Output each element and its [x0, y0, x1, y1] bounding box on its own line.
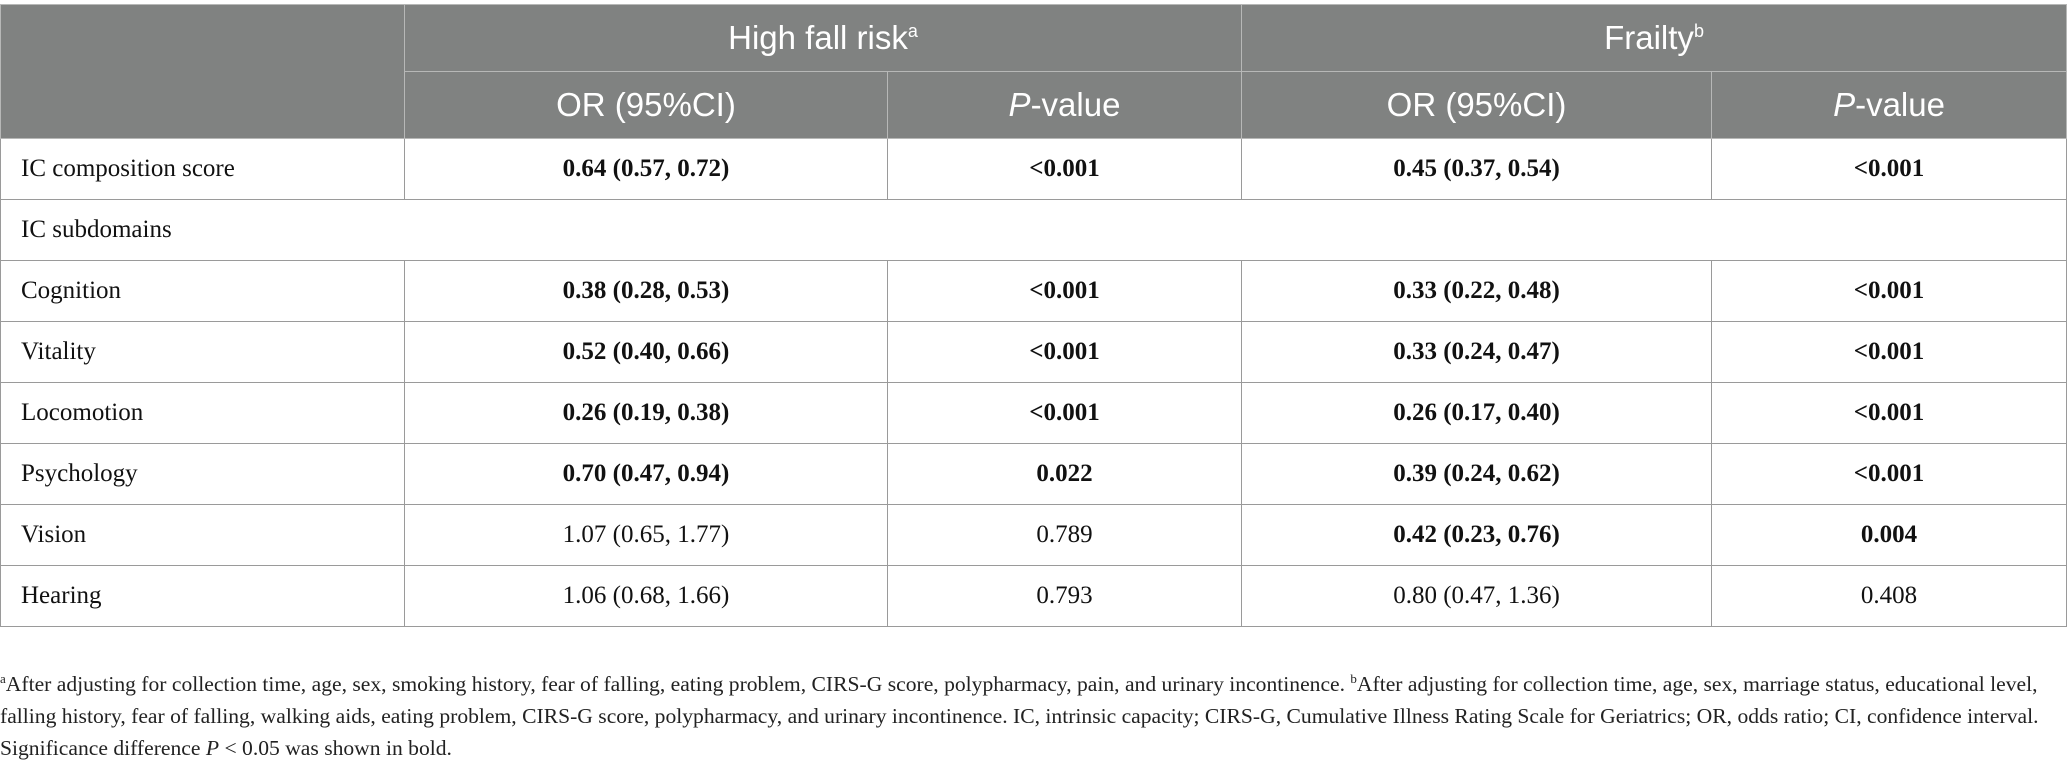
or-frailty-cell: 0.42 (0.23, 0.76) — [1241, 504, 1713, 566]
or-fall-cell: 0.52 (0.40, 0.66) — [404, 321, 888, 383]
footnote-marker-b: b — [1693, 21, 1704, 41]
row-label: Cognition — [0, 260, 405, 322]
p-frailty-cell: <0.001 — [1711, 138, 2067, 200]
or-fall-cell: 0.64 (0.57, 0.72) — [404, 138, 888, 200]
or-frailty-cell: 0.33 (0.22, 0.48) — [1241, 260, 1713, 322]
table-row: IC composition score 0.64 (0.57, 0.72) <… — [0, 138, 2067, 200]
p-frailty-cell: 0.408 — [1711, 565, 2067, 627]
header-or-fall: OR (95%CI) — [404, 71, 888, 139]
p-frailty-cell: <0.001 — [1711, 321, 2067, 383]
row-label: Vitality — [0, 321, 405, 383]
header-row-groups: High fall riska Frailtyb — [0, 4, 2067, 139]
p-frailty-cell: <0.001 — [1711, 443, 2067, 505]
table-row: Vision 1.07 (0.65, 1.77) 0.789 0.42 (0.2… — [0, 504, 2067, 566]
p-rest: -value — [1030, 86, 1121, 123]
header-row-columns: OR (95%CI) P-value OR (95%CI) P-value — [1, 71, 2067, 139]
p-rest: -value — [1855, 86, 1945, 123]
row-label: Locomotion — [0, 382, 405, 444]
footnote-end-text: < 0.05 was shown in bold. — [219, 736, 452, 760]
footnote-marker-a: a — [907, 21, 918, 41]
section-row: IC subdomains — [0, 199, 2067, 261]
results-table: High fall riska Frailtyb OR (95%CI) P-va… — [0, 4, 2067, 627]
p-italic: P — [1008, 86, 1031, 123]
header-high-fall-risk: High fall riska — [403, 4, 1243, 72]
p-fall-cell: 0.789 — [886, 504, 1243, 566]
frailty-title: Frailty — [1604, 19, 1694, 56]
table-row: Locomotion 0.26 (0.19, 0.38) <0.001 0.26… — [0, 382, 2067, 444]
results-table-container: High fall riska Frailtyb OR (95%CI) P-va… — [0, 4, 2067, 627]
footnote-marker-a: a — [0, 671, 6, 686]
or-frailty-cell: 0.39 (0.24, 0.62) — [1241, 443, 1713, 505]
table-row: Cognition 0.38 (0.28, 0.53) <0.001 0.33 … — [0, 260, 2067, 322]
footnote-a-text: After adjusting for collection time, age… — [5, 672, 1351, 696]
p-frailty-cell: 0.004 — [1711, 504, 2067, 566]
or-fall-cell: 0.70 (0.47, 0.94) — [404, 443, 888, 505]
header-p-fall: P-value — [886, 71, 1243, 139]
p-italic: P — [1833, 86, 1856, 123]
table-row: Psychology 0.70 (0.47, 0.94) 0.022 0.39 … — [0, 443, 2067, 505]
p-fall-cell: <0.001 — [886, 260, 1243, 322]
table-row: Hearing 1.06 (0.68, 1.66) 0.793 0.80 (0.… — [0, 565, 2067, 627]
p-fall-cell: <0.001 — [886, 382, 1243, 444]
row-label: Hearing — [0, 565, 405, 627]
p-italic: P — [205, 736, 220, 760]
high-fall-risk-title: High fall risk — [728, 19, 908, 56]
p-fall-cell: <0.001 — [886, 138, 1243, 200]
or-frailty-cell: 0.80 (0.47, 1.36) — [1241, 565, 1713, 627]
p-fall-cell: 0.022 — [886, 443, 1243, 505]
p-fall-cell: 0.793 — [886, 565, 1243, 627]
header-frailty: Frailtyb — [1241, 4, 2067, 72]
p-fall-cell: <0.001 — [886, 321, 1243, 383]
or-fall-cell: 1.07 (0.65, 1.77) — [404, 504, 888, 566]
or-fall-cell: 0.26 (0.19, 0.38) — [404, 382, 888, 444]
table-footnote: aAfter adjusting for collection time, ag… — [0, 668, 2060, 764]
row-label: IC composition score — [0, 138, 405, 200]
section-label: IC subdomains — [0, 199, 2067, 261]
row-label: Psychology — [0, 443, 405, 505]
p-frailty-cell: <0.001 — [1711, 260, 2067, 322]
or-frailty-cell: 0.45 (0.37, 0.54) — [1241, 138, 1713, 200]
table-row: Vitality 0.52 (0.40, 0.66) <0.001 0.33 (… — [0, 321, 2067, 383]
or-fall-cell: 1.06 (0.68, 1.66) — [404, 565, 888, 627]
row-label: Vision — [0, 504, 405, 566]
header-blank-cell — [0, 4, 405, 139]
p-frailty-cell: <0.001 — [1711, 382, 2067, 444]
or-frailty-cell: 0.33 (0.24, 0.47) — [1241, 321, 1713, 383]
footnote-b-text: After adjusting for collection time, age… — [0, 672, 2039, 760]
footnote-marker-b: b — [1350, 671, 1357, 686]
or-frailty-cell: 0.26 (0.17, 0.40) — [1241, 382, 1713, 444]
header-p-frailty: P-value — [1711, 71, 2067, 139]
or-fall-cell: 0.38 (0.28, 0.53) — [404, 260, 888, 322]
header-or-frailty: OR (95%CI) — [1241, 71, 1713, 139]
